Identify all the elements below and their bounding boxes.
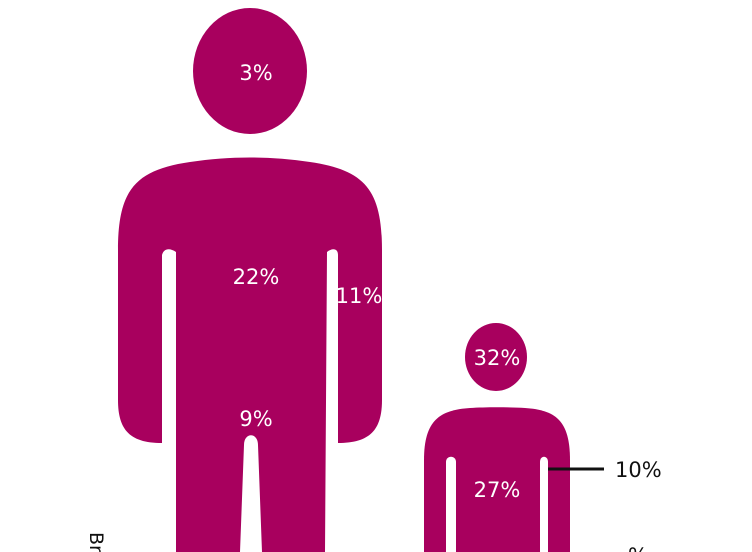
adult-leg-gap [240, 435, 262, 552]
adult-head-label: 3% [239, 61, 272, 85]
child-arm-gap-right [540, 456, 548, 552]
child-arm-label: 10% [615, 458, 662, 482]
child-head [465, 323, 527, 391]
side-label: Br [85, 532, 107, 552]
adult-head [193, 8, 307, 134]
child-partial-label: % [628, 544, 648, 552]
adult-arm-label: 11% [336, 284, 383, 308]
adult-figure: 3% 22% 11% 9% [118, 8, 382, 552]
adult-torso-label: 22% [233, 265, 280, 289]
adult-legs-label: 9% [239, 407, 272, 431]
child-figure: 32% 27% 10% % [424, 323, 662, 552]
child-body [424, 407, 570, 552]
child-torso-label: 27% [474, 478, 521, 502]
adult-body [118, 157, 382, 552]
child-arm-gap-left [446, 456, 456, 552]
child-head-label: 32% [474, 346, 521, 370]
